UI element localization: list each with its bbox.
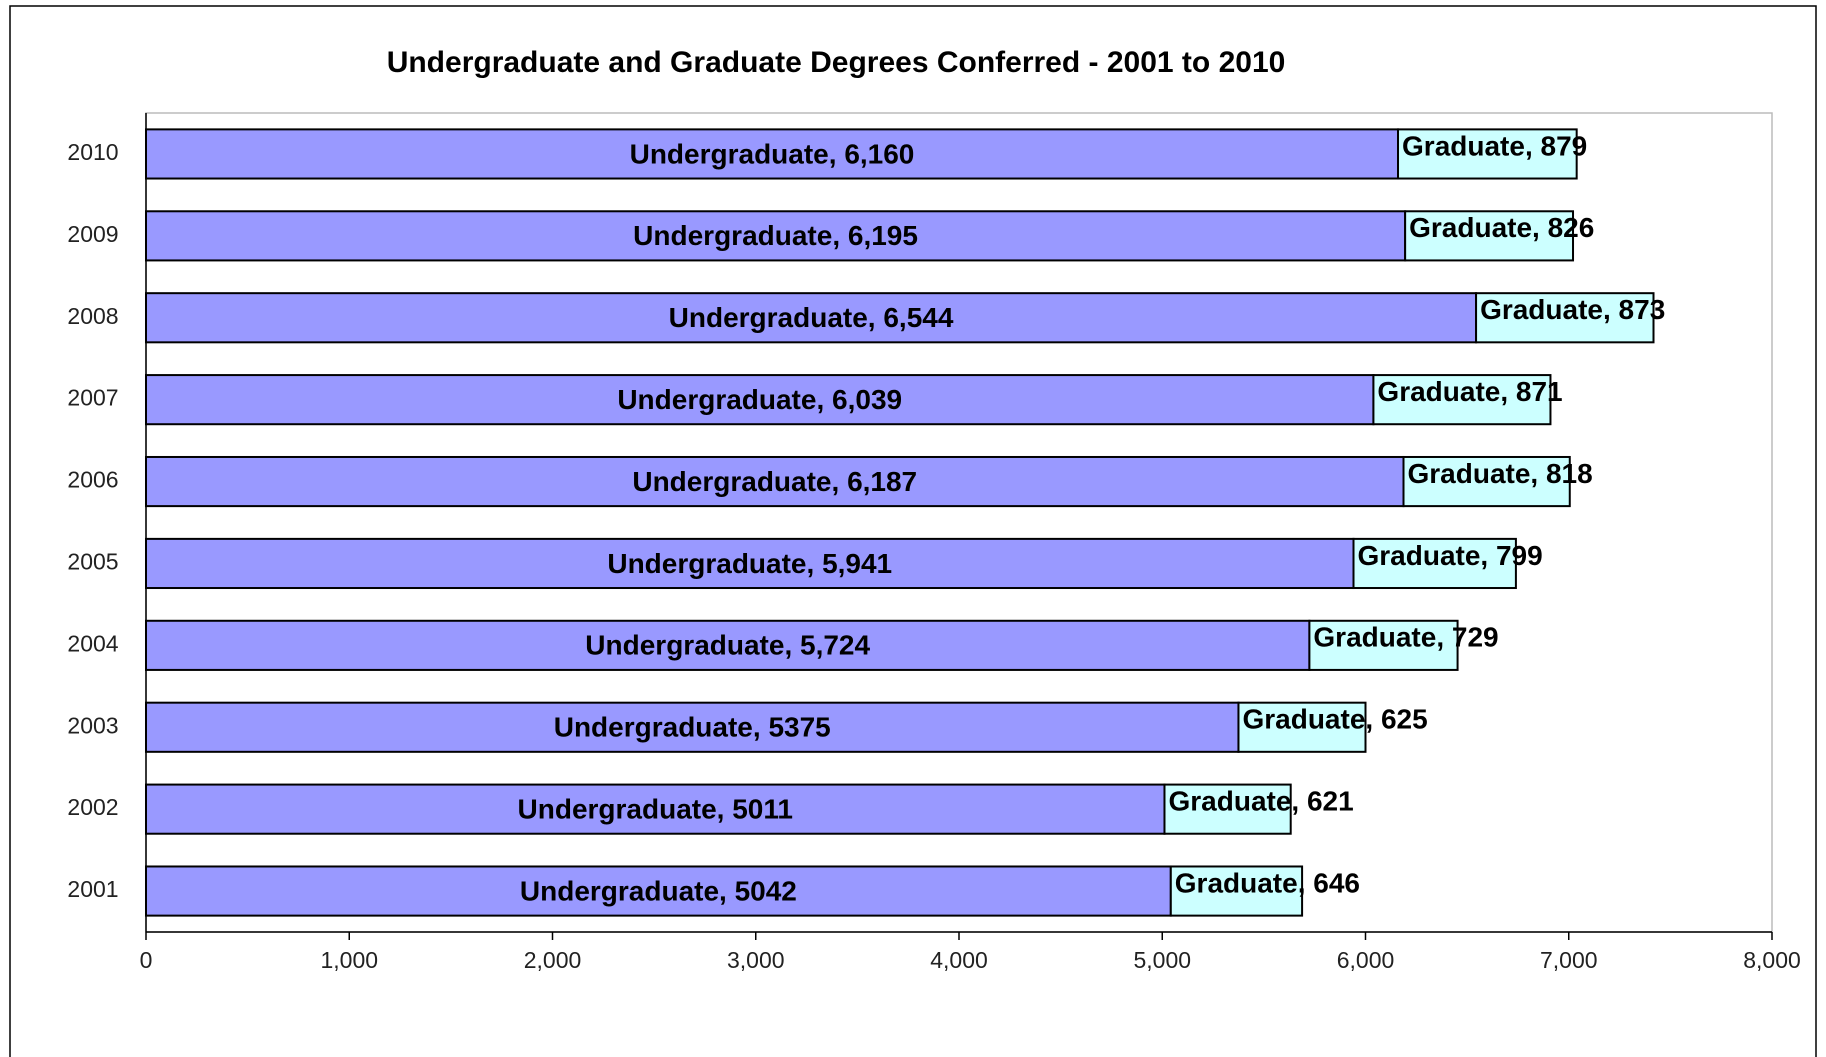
bar-segment bbox=[145, 292, 1478, 344]
bar-segment bbox=[145, 374, 1375, 426]
x-tick-label: 0 bbox=[140, 947, 153, 973]
bar-segment bbox=[1397, 128, 1578, 180]
bar-segment bbox=[1404, 210, 1575, 262]
y-tick-label: 2002 bbox=[67, 794, 118, 820]
data-label: Undergraduate, 5,724 bbox=[585, 630, 870, 661]
y-tick-label: 2010 bbox=[67, 139, 118, 165]
data-label: Graduate, 871 bbox=[1377, 376, 1562, 407]
x-tick-label: 8,000 bbox=[1743, 947, 1801, 973]
bar-segment bbox=[1237, 701, 1367, 753]
y-tick-label: 2005 bbox=[67, 549, 118, 575]
bar-segment bbox=[145, 455, 1405, 508]
data-label: Graduate, 625 bbox=[1242, 704, 1427, 735]
y-tick-label: 2007 bbox=[67, 385, 118, 411]
bar-segment bbox=[1352, 537, 1517, 590]
data-label: Undergraduate, 6,187 bbox=[632, 466, 917, 497]
data-label: Graduate, 826 bbox=[1409, 212, 1594, 243]
bar-segment bbox=[1402, 455, 1571, 508]
bar-segment bbox=[1475, 292, 1655, 344]
data-label: Undergraduate, 6,544 bbox=[669, 302, 954, 333]
bar-segment bbox=[145, 210, 1407, 262]
data-label: Graduate, 621 bbox=[1168, 786, 1353, 817]
data-label: Graduate, 729 bbox=[1313, 622, 1498, 653]
bar-segment bbox=[1372, 374, 1552, 426]
y-tick-label: 2009 bbox=[67, 221, 118, 247]
x-tick-label: 3,000 bbox=[727, 947, 785, 973]
data-label: Undergraduate, 6,195 bbox=[633, 220, 918, 251]
data-label: Graduate, 799 bbox=[1358, 540, 1543, 571]
x-tick-label: 1,000 bbox=[320, 947, 378, 973]
data-label: Undergraduate, 6,160 bbox=[630, 138, 915, 169]
x-tick-label: 4,000 bbox=[930, 947, 988, 973]
x-tick-label: 6,000 bbox=[1337, 947, 1395, 973]
data-label: Graduate, 879 bbox=[1402, 130, 1587, 161]
data-label: Graduate, 646 bbox=[1175, 867, 1360, 898]
x-tick-label: 2,000 bbox=[524, 947, 582, 973]
x-tick-label: 5,000 bbox=[1133, 947, 1191, 973]
bar-segment bbox=[1163, 783, 1292, 835]
x-tick-label: 7,000 bbox=[1540, 947, 1598, 973]
y-tick-label: 2001 bbox=[67, 876, 118, 902]
data-label: Graduate, 873 bbox=[1480, 294, 1665, 325]
data-label: Undergraduate, 5042 bbox=[520, 875, 797, 906]
data-label: Undergraduate, 5011 bbox=[518, 794, 793, 825]
y-tick-label: 2008 bbox=[67, 303, 118, 329]
y-tick-label: 2004 bbox=[67, 630, 118, 656]
data-label: Undergraduate, 5,941 bbox=[607, 548, 892, 579]
chart-title: Undergraduate and Graduate Degrees Confe… bbox=[387, 46, 1286, 79]
bar-segment bbox=[145, 619, 1311, 671]
data-label: Undergraduate, 6,039 bbox=[617, 384, 902, 415]
bar-segment bbox=[1169, 865, 1304, 917]
y-tick-label: 2006 bbox=[67, 467, 118, 493]
y-tick-label: 2003 bbox=[67, 712, 118, 738]
data-label: Graduate, 818 bbox=[1408, 458, 1593, 489]
bar-segment bbox=[1308, 619, 1459, 671]
data-label: Undergraduate, 5375 bbox=[554, 712, 831, 743]
